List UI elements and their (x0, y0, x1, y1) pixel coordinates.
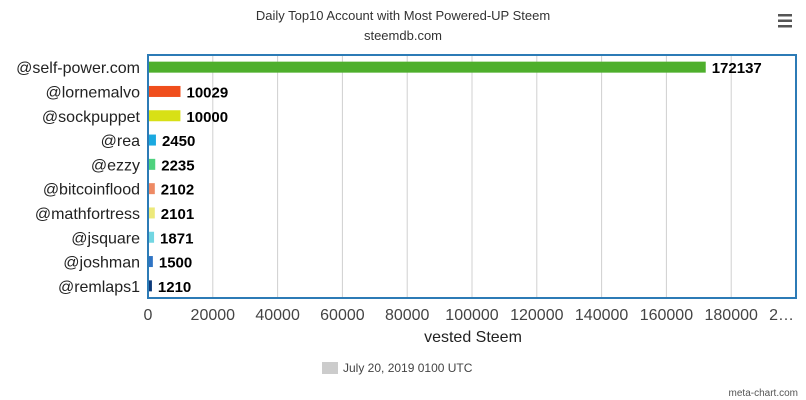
data-label: 2450 (162, 133, 195, 150)
x-tick-label: 160000 (640, 307, 693, 324)
bar[interactable] (148, 158, 156, 170)
data-label: 10029 (186, 84, 228, 101)
plot-area-frame (147, 54, 797, 299)
data-label: 2102 (161, 182, 194, 199)
data-label: 1500 (159, 255, 192, 272)
x-axis-title: vested Steem (424, 329, 522, 346)
category-label: @ezzy (91, 157, 140, 174)
x-tick-label: 120000 (510, 307, 563, 324)
bar[interactable] (148, 256, 153, 268)
legend-swatch (322, 362, 338, 374)
category-label: @jsquare (71, 230, 140, 247)
value-axis-tick-labels: 0 20000 40000 60000 80000 100000 120000 140000 1… (144, 307, 794, 324)
category-label: @joshman (63, 255, 140, 272)
data-label: 10000 (186, 109, 228, 126)
data-label: 1210 (158, 279, 191, 296)
x-tick-label: 2… (769, 307, 794, 324)
bar[interactable] (148, 280, 152, 292)
x-tick-label: 20000 (191, 307, 236, 324)
category-label: @lornemalvo (46, 84, 141, 101)
bar[interactable] (148, 110, 181, 122)
chart-title: Daily Top10 Account with Most Powered-UP… (256, 8, 550, 23)
bar-series (148, 61, 706, 292)
credit-text[interactable]: meta-chart.com (729, 388, 798, 399)
category-label: @rea (101, 133, 140, 150)
x-tick-label: 140000 (575, 307, 628, 324)
plot-border (147, 54, 797, 299)
category-axis-labels: @self-power.com @lornemalvo @sockpuppet @re… (16, 60, 140, 296)
bar[interactable] (148, 134, 156, 146)
legend-label: July 20, 2019 0100 UTC (343, 361, 473, 375)
bar[interactable] (148, 183, 155, 195)
category-label: @mathfortress (35, 206, 140, 223)
data-label: 2101 (161, 206, 194, 223)
x-tick-label: 80000 (385, 307, 430, 324)
bar[interactable] (148, 85, 181, 97)
category-label: @remlaps1 (58, 279, 140, 296)
x-tick-label: 0 (144, 307, 153, 324)
bar[interactable] (148, 231, 155, 243)
category-label: @bitcoinflood (43, 182, 140, 199)
category-label: @sockpuppet (42, 109, 141, 126)
chart-subtitle: steemdb.com (364, 28, 442, 43)
x-tick-label: 40000 (255, 307, 300, 324)
x-tick-label: 180000 (705, 307, 758, 324)
data-label: 172137 (712, 60, 762, 77)
data-label: 1871 (160, 230, 193, 247)
hamburger-menu-icon[interactable] (770, 10, 800, 32)
bar[interactable] (148, 61, 706, 73)
data-label: 2235 (161, 157, 194, 174)
legend-item[interactable]: July 20, 2019 0100 UTC (322, 361, 473, 375)
x-tick-label: 60000 (320, 307, 365, 324)
x-tick-label: 100000 (445, 307, 498, 324)
bar[interactable] (148, 207, 155, 219)
gridlines (212, 55, 732, 298)
data-labels: 172137 10029 10000 2450 2235 2102 2101 1871 1500… (158, 60, 762, 296)
category-label: @self-power.com (16, 60, 140, 77)
